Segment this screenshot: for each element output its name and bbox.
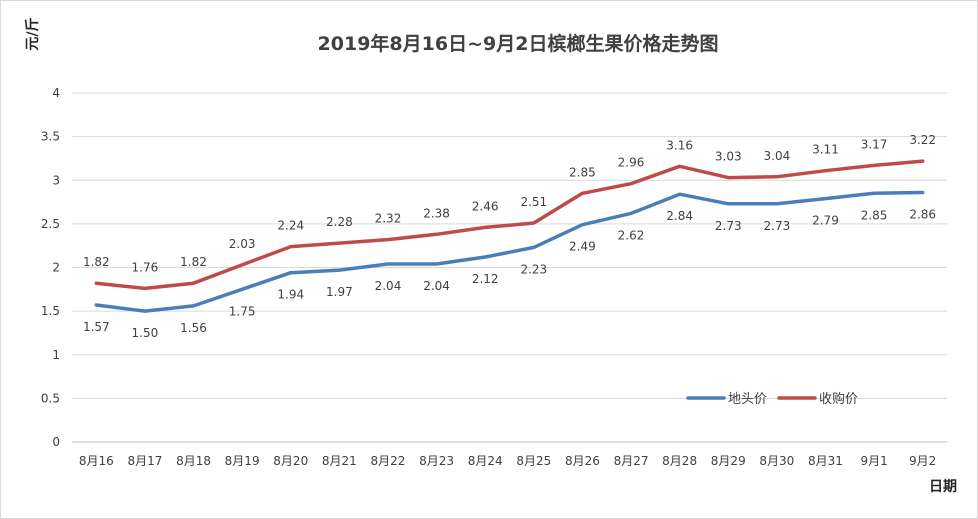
data-label: 1.97 (326, 285, 353, 299)
data-labels: 1.57 1.50 1.56 1.75 1.94 1.97 2.04 2.04 2.12 2.23… (83, 133, 936, 340)
data-label: 2.73 (764, 219, 791, 233)
data-label: 1.56 (180, 321, 207, 335)
x-tick-label: 8月31 (808, 454, 843, 468)
data-label: 2.85 (861, 208, 888, 222)
data-label: 3.22 (909, 133, 936, 147)
y-tick-labels: 0 0.5 1 1.5 2 2.5 3 3.5 4 (41, 86, 60, 449)
y-tick-label: 0 (52, 435, 60, 449)
series-line-purchase-price (94, 159, 925, 291)
legend: 地头价 收购价 (686, 391, 858, 407)
data-label: 2.03 (229, 237, 256, 251)
data-label: 2.23 (520, 262, 547, 276)
x-tick-label: 8月30 (759, 454, 794, 468)
data-label: 3.03 (715, 150, 742, 164)
x-tick-label: 8月27 (614, 454, 649, 468)
x-tick-label: 9月2 (909, 454, 936, 468)
x-axis-title: 日期 (929, 479, 957, 495)
x-tick-label: 8月19 (225, 454, 260, 468)
x-tick-label: 9月1 (860, 454, 887, 468)
x-tick-label: 8月23 (419, 454, 454, 468)
series-lines (94, 159, 925, 313)
data-label: 2.32 (375, 212, 402, 226)
data-label: 2.24 (277, 219, 304, 233)
data-label: 1.82 (83, 255, 110, 269)
data-label: 2.84 (666, 209, 693, 223)
y-tick-label: 1 (52, 348, 60, 362)
data-label: 2.73 (715, 219, 742, 233)
x-tick-label: 8月24 (468, 454, 503, 468)
data-label: 2.51 (520, 195, 547, 209)
data-label: 2.62 (618, 228, 645, 242)
x-tick-label: 8月20 (273, 454, 308, 468)
data-label: 1.57 (83, 320, 110, 334)
x-tick-label: 8月17 (127, 454, 162, 468)
data-label: 2.86 (909, 207, 936, 221)
series-line-field-price (94, 190, 925, 313)
y-tick-label: 0.5 (41, 391, 60, 405)
y-tick-label: 1.5 (41, 304, 60, 318)
x-tick-label: 8月16 (79, 454, 114, 468)
data-label: 2.38 (423, 206, 450, 220)
data-label: 1.75 (229, 304, 256, 318)
y-tick-label: 3.5 (41, 130, 60, 144)
x-tick-label: 8月21 (322, 454, 357, 468)
x-tick-label: 8月28 (662, 454, 697, 468)
data-label: 3.04 (764, 149, 791, 163)
y-tick-label: 4 (52, 86, 60, 100)
x-tick-labels: 8月16 8月17 8月18 8月19 8月20 8月21 8月22 8月23 8月24 8月25… (79, 454, 936, 468)
data-label: 2.79 (812, 214, 839, 228)
legend-label: 收购价 (819, 391, 858, 407)
data-label: 2.12 (472, 272, 499, 286)
x-tick-label: 8月26 (565, 454, 600, 468)
data-label: 1.94 (277, 288, 304, 302)
data-label: 3.16 (666, 138, 693, 152)
x-tick-label: 8月29 (711, 454, 746, 468)
data-label: 1.50 (132, 326, 159, 340)
x-tick-label: 8月25 (516, 454, 551, 468)
y-tick-label: 2.5 (41, 217, 60, 231)
data-label: 2.49 (569, 240, 596, 254)
x-tick-label: 8月18 (176, 454, 211, 468)
y-tick-label: 3 (52, 173, 60, 187)
data-label: 3.11 (812, 143, 839, 157)
y-tick-label: 2 (52, 261, 60, 275)
chart-title: 2019年8月16日~9月2日槟榔生果价格走势图 (318, 32, 719, 55)
data-label: 1.82 (180, 255, 207, 269)
x-tick-label: 8月22 (371, 454, 406, 468)
data-label: 2.04 (375, 279, 402, 293)
y-axis-title: 元/斤 (24, 17, 41, 50)
data-label: 2.04 (423, 279, 450, 293)
legend-label: 地头价 (728, 392, 767, 407)
data-label: 1.76 (132, 260, 159, 274)
data-label: 2.28 (326, 215, 353, 229)
data-label: 2.96 (618, 156, 645, 170)
data-label: 2.46 (472, 199, 499, 213)
data-label: 2.85 (569, 165, 596, 179)
data-label: 3.17 (861, 137, 888, 151)
